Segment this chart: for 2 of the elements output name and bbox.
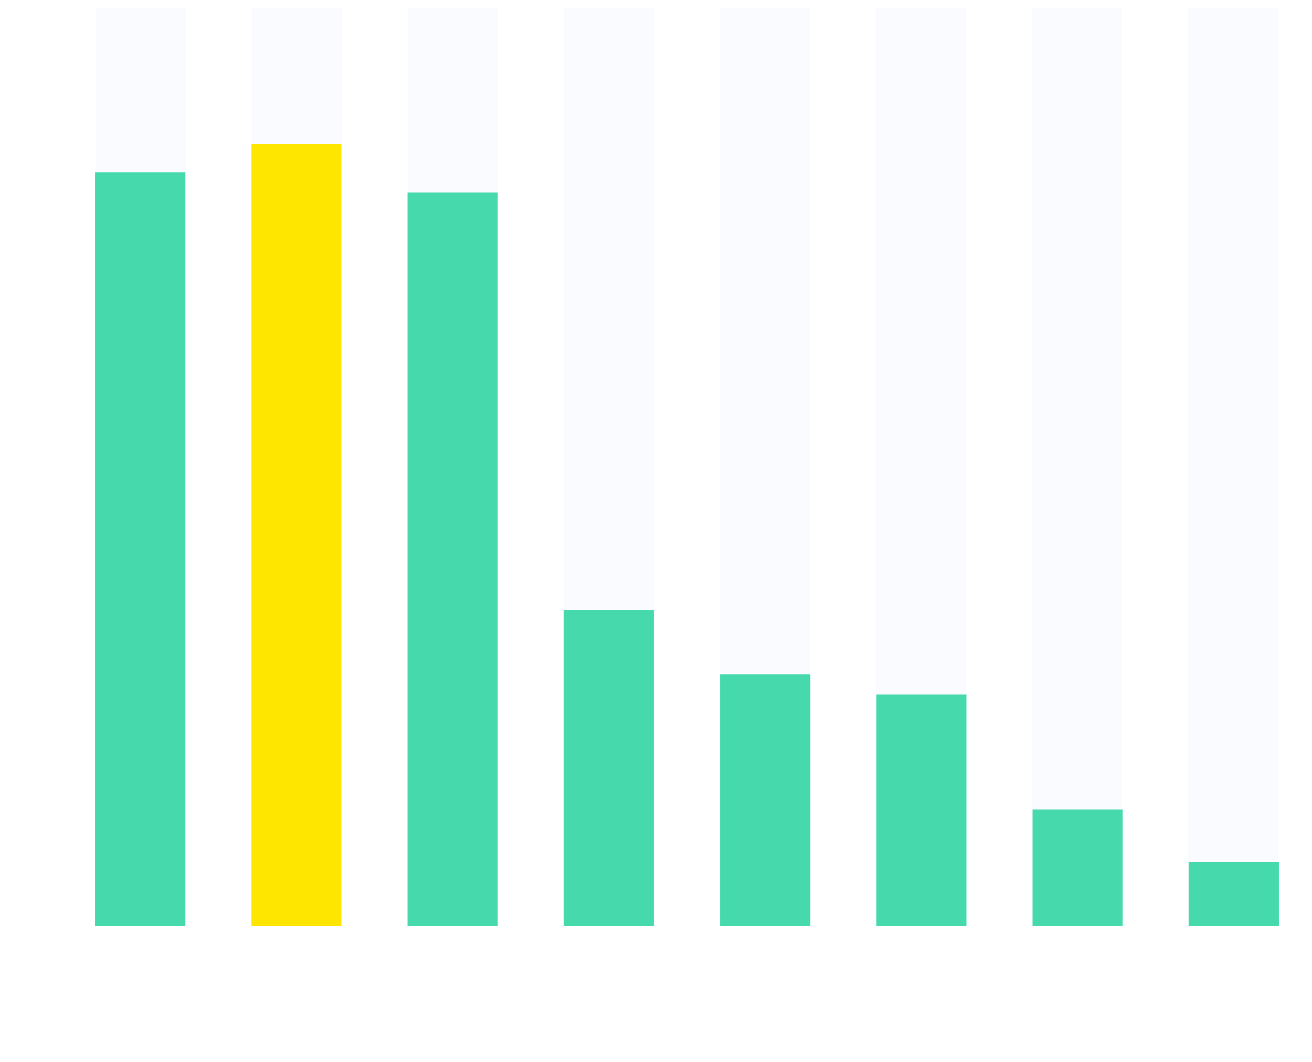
bar bbox=[1188, 861, 1279, 926]
bar bbox=[1032, 809, 1123, 926]
